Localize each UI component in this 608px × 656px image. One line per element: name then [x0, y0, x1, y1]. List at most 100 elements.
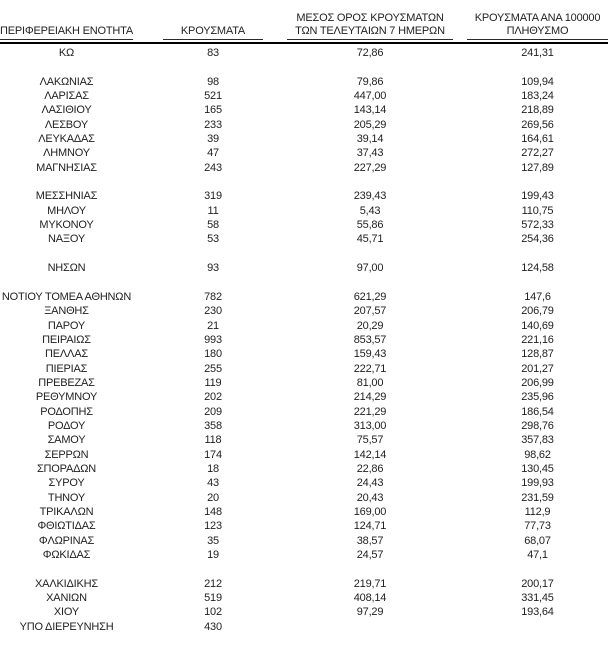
region-name: ΛΕΥΚΑΔΑΣ	[38, 133, 95, 146]
per100k-value: 77,73	[524, 520, 551, 533]
cases-value: 521	[204, 90, 222, 103]
region-name: ΧΑΝΙΩΝ	[46, 592, 87, 605]
cases-value: 212	[204, 577, 222, 590]
cases-value: 180	[204, 348, 222, 361]
region-name: ΜΗΛΟΥ	[47, 204, 86, 217]
table-row: ΞΑΝΘΗΣ 230 207,57 206,79	[0, 304, 608, 318]
table-row: ΠΕΛΛΑΣ 180 159,43 128,87	[0, 347, 608, 361]
region-name: ΡΟΔΟΠΗΣ	[40, 405, 93, 418]
cases-value: 255	[204, 362, 222, 375]
avg7-value: 159,43	[353, 348, 387, 361]
region-name: ΝΟΤΙΟΥ ΤΟΜΕΑ ΑΘΗΝΩΝ	[1, 290, 132, 303]
header-cases-per-100k: ΚΡΟΥΣΜΑΤΑ ΑΝΑ 100000 ΠΛΗΘΥΣΜΟ	[467, 12, 608, 40]
region-name: ΜΕΣΣΗΝΙΑΣ	[35, 190, 98, 203]
spacer-row	[0, 60, 608, 74]
cases-value: 102	[204, 606, 222, 619]
avg7-value: 24,57	[356, 549, 384, 562]
cases-value: 11	[207, 204, 219, 217]
regional-cases-table: ΠΕΡΙΦΕΡΕΙΑΚΗ ΕΝΟΤΗΤΑ ΚΡΟΥΣΜΑΤΑ ΜΕΣΟΣ ΟΡΟ…	[0, 12, 608, 634]
cases-value: 39	[207, 133, 219, 146]
cases-value: 35	[207, 534, 219, 547]
cases-value: 209	[204, 405, 222, 418]
table-row: ΜΕΣΣΗΝΙΑΣ 319 239,43 199,43	[0, 189, 608, 203]
table-row: ΦΘΙΩΤΙΔΑΣ 123 124,71 77,73	[0, 519, 608, 533]
cases-value: 202	[204, 391, 222, 404]
cases-value: 53	[207, 233, 219, 246]
region-name: ΧΙΟΥ	[53, 606, 80, 619]
per100k-value: 218,89	[521, 104, 554, 117]
table-row: ΦΩΚΙΔΑΣ 19 24,57 47,1	[0, 548, 608, 562]
cases-value: 20	[207, 491, 219, 504]
table-row: ΜΗΛΟΥ 11 5,43 110,75	[0, 204, 608, 218]
avg7-value: 143,14	[353, 104, 387, 117]
per100k-value: 254,36	[521, 233, 554, 246]
table-row: ΛΕΥΚΑΔΑΣ 39 39,14 164,61	[0, 132, 608, 146]
table-row: ΛΑΡΙΣΑΣ 521 447,00 183,24	[0, 89, 608, 103]
table-row: ΧΑΛΚΙΔΙΚΗΣ 212 219,71 200,17	[0, 577, 608, 591]
cases-value: 123	[204, 520, 222, 533]
per100k-value: 124,58	[521, 262, 554, 275]
region-name: ΛΑΡΙΣΑΣ	[44, 90, 89, 103]
cases-value: 83	[207, 47, 219, 59]
table-row: ΡΟΔΟΠΗΣ 209 221,29 186,54	[0, 405, 608, 419]
avg7-value: 169,00	[353, 506, 387, 518]
table-row: ΣΑΜΟΥ 118 75,57 357,83	[0, 433, 608, 447]
region-name: ΣΥΡΟΥ	[48, 477, 85, 490]
avg7-value: 219,71	[353, 577, 387, 590]
avg7-value: 227,29	[353, 161, 387, 174]
per100k-value: 201,27	[521, 362, 554, 375]
avg7-value: 447,00	[353, 90, 387, 103]
spacer-row	[0, 276, 608, 290]
avg7-value	[287, 620, 453, 634]
per100k-value: 206,79	[521, 305, 554, 318]
avg7-value: 75,57	[356, 434, 384, 447]
avg7-value: 24,43	[356, 477, 384, 490]
per100k-value: 147,6	[524, 290, 551, 303]
region-name: ΠΙΕΡΙΑΣ	[45, 362, 88, 375]
cases-value: 243	[204, 161, 222, 174]
avg7-value: 45,71	[356, 233, 384, 246]
avg7-value: 81,00	[356, 376, 384, 389]
table-row: ΚΩ 83 72,86 241,31	[0, 46, 608, 60]
per100k-value: 140,69	[521, 319, 554, 332]
per100k-value: 199,93	[521, 477, 554, 490]
per100k-value: 235,96	[521, 391, 554, 404]
avg7-value: 20,43	[356, 491, 384, 504]
per100k-value: 183,24	[521, 90, 554, 103]
avg7-value: 72,86	[356, 47, 384, 59]
region-name: ΣΑΜΟΥ	[47, 434, 86, 447]
table-row: ΦΛΩΡΙΝΑΣ 35 38,57 68,07	[0, 534, 608, 548]
region-name: ΛΑΚΩΝΙΑΣ	[39, 75, 94, 88]
header-7day-average: ΜΕΣΟΣ ΟΡΟΣ ΚΡΟΥΣΜΑΤΩΝ ΤΩΝ ΤΕΛΕΥΤΑΙΩΝ 7 Η…	[287, 12, 453, 40]
region-name: ΤΗΝΟΥ	[47, 491, 86, 504]
cases-value: 98	[207, 75, 219, 88]
region-name: ΣΕΡΡΩΝ	[44, 448, 89, 461]
avg7-value: 20,29	[356, 319, 384, 332]
cases-value: 993	[204, 333, 222, 346]
cases-value: 19	[207, 549, 219, 562]
table-row: ΤΡΙΚΑΛΩΝ 148 169,00 112,9	[0, 505, 608, 519]
cases-value: 174	[204, 448, 222, 461]
region-name: ΥΠΟ ΔΙΕΡΕΥΝΗΣΗ	[19, 620, 114, 633]
cases-value: 165	[204, 104, 222, 117]
per100k-value: 164,61	[521, 133, 554, 146]
table-row: ΜΥΚΟΝΟΥ 58 55,86 572,33	[0, 218, 608, 232]
cases-value: 93	[207, 262, 219, 275]
table-row: ΜΑΓΝΗΣΙΑΣ 243 227,29 127,89	[0, 161, 608, 175]
cases-value: 148	[204, 506, 222, 518]
spacer-row	[0, 175, 608, 189]
per100k-value: 193,64	[521, 606, 554, 619]
per100k-value: 109,94	[521, 75, 554, 88]
per100k-value: 47,1	[527, 549, 548, 562]
cases-value: 233	[204, 118, 222, 131]
header-cases: ΚΡΟΥΣΜΑΤΑ	[163, 25, 263, 40]
cases-value: 18	[207, 462, 219, 475]
table-row: ΣΕΡΡΩΝ 174 142,14 98,62	[0, 448, 608, 462]
avg7-value: 205,29	[353, 118, 387, 131]
region-name: ΡΟΔΟΥ	[47, 419, 86, 432]
per100k-value: 186,54	[521, 405, 554, 418]
cases-value: 358	[204, 419, 222, 432]
avg7-value: 22,86	[356, 462, 384, 475]
per100k-value: 128,87	[521, 348, 554, 361]
